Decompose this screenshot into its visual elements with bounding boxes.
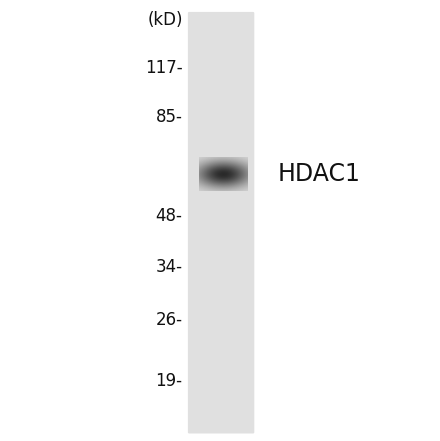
FancyBboxPatch shape [188,12,254,434]
Text: 26-: 26- [156,311,183,329]
Text: 48-: 48- [156,207,183,225]
Text: HDAC1: HDAC1 [277,162,360,186]
Text: 19-: 19- [156,373,183,390]
Text: 117-: 117- [145,60,183,77]
Text: (kD): (kD) [147,11,183,29]
Text: 34-: 34- [156,258,183,276]
Text: 85-: 85- [156,108,183,126]
